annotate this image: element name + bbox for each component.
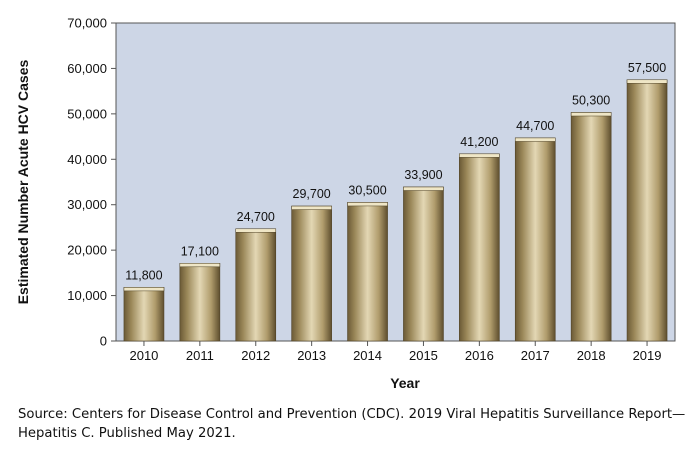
y-tick-label: 70,000 <box>67 16 107 31</box>
x-tick-label: 2012 <box>241 348 270 363</box>
bar: 57,500 <box>626 61 668 342</box>
bar-body <box>347 202 388 342</box>
bar-value-label: 33,900 <box>404 168 442 182</box>
bar-value-label: 30,500 <box>348 183 386 197</box>
bar-cap <box>123 287 165 292</box>
bar-body <box>459 153 500 342</box>
bar: 33,900 <box>403 168 444 342</box>
bar: 29,700 <box>291 187 332 342</box>
source-note: Source: Centers for Disease Control and … <box>18 407 686 441</box>
bar-body <box>570 112 612 342</box>
bar-cap <box>515 137 556 142</box>
bar-value-label: 44,700 <box>516 119 554 133</box>
bar-value-label: 57,500 <box>628 61 666 75</box>
bar: 17,100 <box>179 244 221 342</box>
bar: 11,800 <box>123 268 165 342</box>
x-tick-label: 2010 <box>129 348 158 363</box>
bar-cap <box>459 153 500 158</box>
y-tick-label: 50,000 <box>67 106 107 121</box>
x-tick-label: 2019 <box>633 348 662 363</box>
x-tick-label: 2014 <box>353 348 382 363</box>
bars: 11,800 17,100 24,700 29,700 30,500 33,900 41,2… <box>123 61 668 342</box>
x-tick-label: 2015 <box>409 348 438 363</box>
bar-value-label: 24,700 <box>237 210 275 224</box>
x-tick-label: 2011 <box>186 348 214 363</box>
bar: 50,300 <box>570 93 612 342</box>
bar-body <box>235 228 277 342</box>
bar-value-label: 17,100 <box>181 244 219 258</box>
bar-body <box>514 137 556 342</box>
bar-cap <box>403 186 444 191</box>
x-tick-label: 2017 <box>521 348 550 363</box>
bar: 41,200 <box>459 135 500 342</box>
x-tick-label: 2016 <box>465 348 494 363</box>
bar-cap <box>347 202 388 207</box>
bar-value-label: 41,200 <box>460 135 498 149</box>
y-tick-label: 40,000 <box>67 152 107 167</box>
bar-cap <box>179 263 221 268</box>
bar-cap <box>626 79 668 84</box>
bar-body <box>626 79 668 342</box>
bar-cap <box>235 228 276 233</box>
x-tick-label: 2013 <box>297 348 326 363</box>
y-tick-label: 10,000 <box>67 288 107 303</box>
bar: 24,700 <box>235 210 277 342</box>
bar-value-label: 11,800 <box>125 268 162 282</box>
bar-body <box>123 287 165 342</box>
y-tick-label: 60,000 <box>67 61 107 76</box>
bar-cap <box>570 112 612 117</box>
y-axis-ticks: 0 10,000 20,000 30,000 40,000 50,000 60,000 70,… <box>67 16 116 349</box>
y-tick-label: 20,000 <box>67 243 107 258</box>
bar: 30,500 <box>347 183 388 342</box>
x-axis-ticks: 2010 2011 2012 2013 2014 2015 2016 2017 2018 2019 <box>129 341 662 363</box>
bar-body <box>291 205 332 342</box>
bar-value-label: 50,300 <box>572 93 610 107</box>
bar-value-label: 29,700 <box>293 187 331 201</box>
y-tick-label: 30,000 <box>67 197 107 212</box>
y-tick-label: 0 <box>100 334 107 349</box>
bar-body <box>403 186 444 342</box>
x-axis-title: Year <box>390 375 420 391</box>
bar-body <box>179 263 221 342</box>
x-tick-label: 2018 <box>577 348 606 363</box>
bar: 44,700 <box>514 119 556 342</box>
y-axis-title: Estimated Number Acute HCV Cases <box>15 60 31 305</box>
bar-cap <box>291 205 332 210</box>
bar-chart: 0 10,000 20,000 30,000 40,000 50,000 60,000 70,… <box>15 16 676 391</box>
